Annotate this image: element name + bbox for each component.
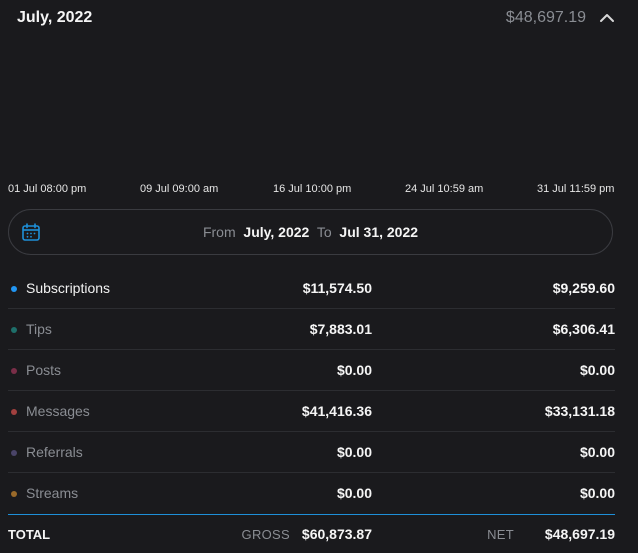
category-name: Streams <box>26 485 79 501</box>
x-tick-label: 01 Jul 08:00 pm <box>8 183 87 195</box>
to-value: Jul 31, 2022 <box>339 224 419 240</box>
category-name: Messages <box>26 403 90 419</box>
net-label: NET <box>487 527 514 542</box>
gross-amount: $0.00 <box>336 362 372 378</box>
x-tick-label: 31 Jul 11:59 pm <box>537 183 615 195</box>
net-amount: $0.00 <box>579 362 615 378</box>
to-label: To <box>316 224 332 240</box>
from-value: July, 2022 <box>243 224 310 240</box>
category-name: Subscriptions <box>26 280 111 296</box>
total-row: TOTAL GROSS $60,873.87 NET $48,697.19 <box>8 514 615 553</box>
chevron-up-icon[interactable] <box>599 11 615 25</box>
x-tick-label: 09 Jul 09:00 am <box>140 183 219 195</box>
earnings-row-posts[interactable]: Posts $0.00 $0.00 <box>8 350 615 391</box>
series-dot <box>11 409 17 415</box>
chart-x-axis: 01 Jul 08:00 pm 09 Jul 09:00 am 16 Jul 1… <box>0 183 638 197</box>
earnings-row-tips[interactable]: Tips $7,883.01 $6,306.41 <box>8 309 615 350</box>
gross-amount: $41,416.36 <box>301 403 372 419</box>
period-header[interactable]: July, 2022 $48,697.19 <box>0 0 638 36</box>
series-dot <box>11 368 17 374</box>
net-amount: $6,306.41 <box>552 321 615 337</box>
period-total: $48,697.19 <box>505 9 586 26</box>
total-label: TOTAL <box>8 527 51 542</box>
gross-amount: $11,574.50 <box>302 280 372 296</box>
earnings-row-messages[interactable]: Messages $41,416.36 $33,131.18 <box>8 391 615 432</box>
net-amount: $9,259.60 <box>552 280 615 296</box>
net-total: $48,697.19 <box>544 526 615 542</box>
net-amount: $33,131.18 <box>544 403 615 419</box>
earnings-row-streams[interactable]: Streams $0.00 $0.00 <box>8 473 615 513</box>
from-label: From <box>202 224 236 240</box>
x-tick-label: 16 Jul 10:00 pm <box>273 183 352 195</box>
period-title: July, 2022 <box>17 9 93 26</box>
net-amount: $0.00 <box>579 444 615 460</box>
calendar-icon[interactable] <box>21 222 41 242</box>
x-tick-label: 24 Jul 10:59 am <box>405 183 484 195</box>
category-name: Referrals <box>26 444 83 460</box>
series-dot <box>11 327 17 333</box>
series-dot <box>11 491 17 497</box>
series-dot <box>11 286 17 292</box>
gross-amount: $0.00 <box>336 444 372 460</box>
series-dot <box>11 450 17 456</box>
earnings-row-subscriptions[interactable]: Subscriptions $11,574.50 $9,259.60 <box>8 268 615 309</box>
category-name: Posts <box>26 362 62 378</box>
date-range-text: From July, 2022 To Jul 31, 2022 <box>9 224 612 240</box>
earnings-breakdown: Subscriptions $11,574.50 $9,259.60 Tips … <box>8 268 615 513</box>
date-range-picker[interactable]: From July, 2022 To Jul 31, 2022 <box>8 209 613 255</box>
net-amount: $0.00 <box>579 485 615 501</box>
gross-label: GROSS <box>241 527 290 542</box>
gross-amount: $0.00 <box>336 485 372 501</box>
gross-total: $60,873.87 <box>301 526 372 542</box>
gross-amount: $7,883.01 <box>309 321 372 337</box>
earnings-row-referrals[interactable]: Referrals $0.00 $0.00 <box>8 432 615 473</box>
category-name: Tips <box>26 321 52 337</box>
